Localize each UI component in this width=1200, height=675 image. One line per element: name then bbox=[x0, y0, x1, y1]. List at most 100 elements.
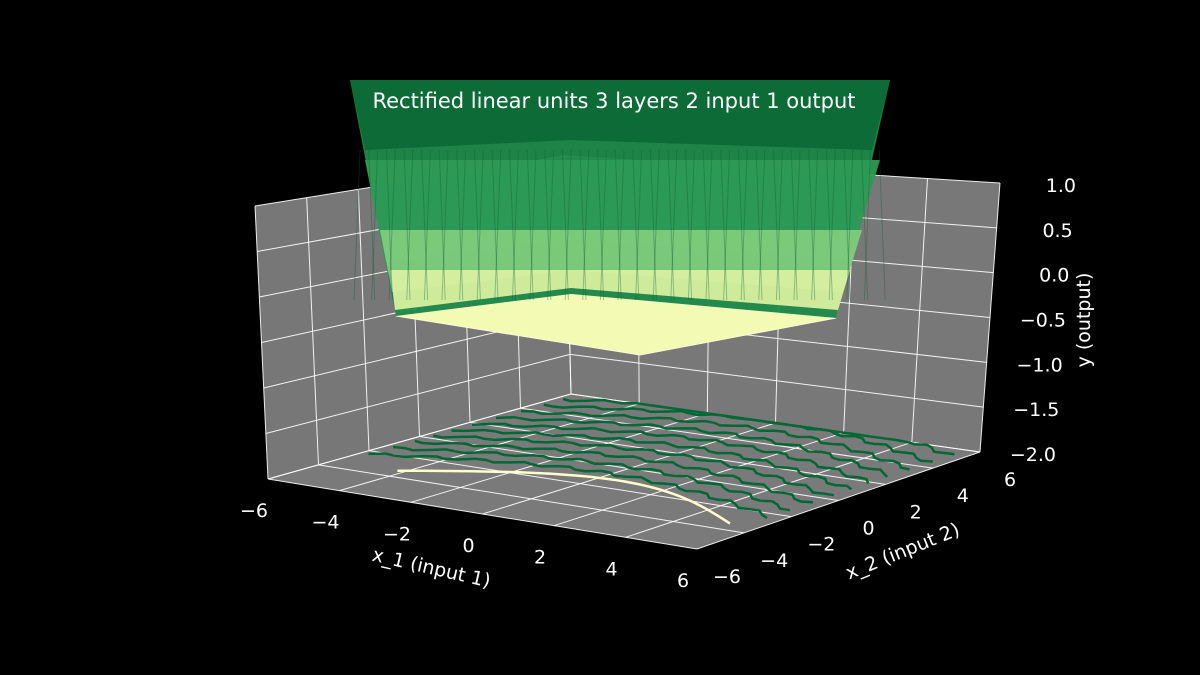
z-tick-label: −1.5 bbox=[1013, 399, 1059, 421]
z-tick-label: −2.0 bbox=[1010, 444, 1056, 466]
surface-strip bbox=[670, 149, 678, 301]
surface-strip bbox=[685, 149, 693, 301]
surface-strip bbox=[561, 149, 569, 301]
surface-strip bbox=[423, 149, 431, 301]
surface-strip bbox=[723, 149, 731, 301]
surface-strip bbox=[790, 149, 798, 301]
x-tick-label: 2 bbox=[534, 547, 546, 569]
y-tick-label: −6 bbox=[713, 566, 741, 588]
contour-high bbox=[495, 415, 889, 478]
surface-strip bbox=[737, 149, 745, 301]
surface-strip bbox=[614, 149, 622, 301]
z-tick-labels: −2.0 −1.5 −1.0 −0.5 0.0 0.5 1.0 bbox=[1010, 175, 1076, 466]
surface-band bbox=[390, 270, 850, 310]
z-tick-label: 0.0 bbox=[1039, 265, 1069, 287]
surface-strip bbox=[808, 149, 816, 301]
floor-grid-y bbox=[520, 407, 933, 469]
surface-strip bbox=[403, 149, 411, 301]
left-grid-h bbox=[267, 393, 572, 480]
contour-high bbox=[451, 428, 853, 491]
surface-strip bbox=[843, 149, 851, 301]
x-tick-label: 6 bbox=[677, 570, 689, 592]
floor-contours bbox=[368, 397, 955, 525]
x-tick-label: −6 bbox=[240, 500, 268, 522]
z-tick-label: −1.0 bbox=[1017, 354, 1063, 376]
surface-strip bbox=[438, 149, 446, 301]
surface-top bbox=[350, 80, 890, 150]
floor-grid-x bbox=[696, 451, 981, 550]
z-axis-label: y (output) bbox=[1073, 273, 1095, 368]
right-grid-h bbox=[569, 353, 984, 408]
surface-strip bbox=[687, 149, 695, 301]
surface-strip bbox=[793, 149, 801, 301]
x-tick-labels: −6 −4 −2 0 2 4 6 bbox=[240, 500, 689, 592]
floor-pane bbox=[268, 394, 980, 549]
z-tick-label: 1.0 bbox=[1046, 175, 1076, 197]
surface-strip bbox=[632, 149, 640, 301]
surface-strip bbox=[473, 149, 481, 301]
surface-strip bbox=[579, 149, 587, 301]
y-tick-label: 6 bbox=[1004, 469, 1016, 491]
surface-strip bbox=[582, 149, 590, 301]
y-axis-label: x_2 (input 2) bbox=[843, 519, 963, 585]
y-tick-labels: −6 −4 −2 0 2 4 6 bbox=[713, 469, 1016, 588]
surface-strip bbox=[597, 149, 605, 301]
contour-high bbox=[433, 434, 835, 497]
surface-strip bbox=[811, 149, 819, 301]
surface-strip bbox=[388, 149, 396, 301]
surface-strip bbox=[825, 149, 833, 301]
y-tick-label: −4 bbox=[760, 550, 788, 572]
surface-strip bbox=[652, 149, 660, 301]
chart-title: Rectified linear units 3 layers 2 input … bbox=[372, 89, 855, 113]
surface-strip bbox=[547, 149, 555, 301]
surface-strip bbox=[773, 149, 781, 301]
surface-strip bbox=[599, 149, 607, 301]
surface-strip bbox=[564, 149, 572, 301]
surface-strip bbox=[775, 149, 783, 301]
contour-high bbox=[562, 397, 955, 456]
surface-strip bbox=[491, 149, 499, 301]
surface-strip bbox=[878, 149, 886, 301]
x-tick-label: −2 bbox=[383, 523, 411, 545]
surface-strip bbox=[509, 149, 517, 301]
surface-strip bbox=[861, 149, 869, 301]
contour-low bbox=[397, 469, 731, 525]
y-tick-label: −2 bbox=[807, 534, 835, 556]
surface-strip bbox=[385, 149, 393, 301]
surface-strip bbox=[635, 149, 643, 301]
y-tick-label: 2 bbox=[910, 501, 922, 523]
surface-strip bbox=[846, 149, 854, 301]
surface-strip bbox=[456, 149, 464, 301]
surface-strip bbox=[702, 149, 710, 301]
contour-high bbox=[392, 445, 790, 512]
x-tick-label: −4 bbox=[311, 512, 339, 534]
surface-strip bbox=[353, 149, 361, 301]
surface bbox=[350, 80, 890, 356]
surface-strip bbox=[758, 149, 766, 301]
z-tick-label: 0.5 bbox=[1042, 220, 1072, 242]
surface-strip bbox=[368, 149, 376, 301]
x-tick-label: 0 bbox=[462, 535, 474, 557]
surface-strip bbox=[617, 149, 625, 301]
contour-high bbox=[520, 409, 910, 471]
z-tick-label: −0.5 bbox=[1020, 310, 1066, 332]
surface-strip bbox=[511, 149, 519, 301]
surface-strip bbox=[406, 149, 414, 301]
surface-strip bbox=[649, 149, 657, 301]
surface-strip bbox=[421, 149, 429, 301]
surface-strip bbox=[459, 149, 467, 301]
surface-strip bbox=[526, 149, 534, 301]
surface-strip bbox=[705, 149, 713, 301]
left-grid-h bbox=[265, 353, 571, 434]
surface-strip bbox=[371, 149, 379, 301]
contour-high bbox=[368, 452, 768, 520]
surface-strip bbox=[529, 149, 537, 301]
surface-strip bbox=[476, 149, 484, 301]
surface-strip bbox=[720, 149, 728, 301]
surface-strip bbox=[740, 149, 748, 301]
surface-strip bbox=[441, 149, 449, 301]
contour-high bbox=[471, 422, 870, 484]
y-tick-label: 0 bbox=[862, 518, 874, 540]
x-tick-label: 4 bbox=[605, 558, 617, 580]
